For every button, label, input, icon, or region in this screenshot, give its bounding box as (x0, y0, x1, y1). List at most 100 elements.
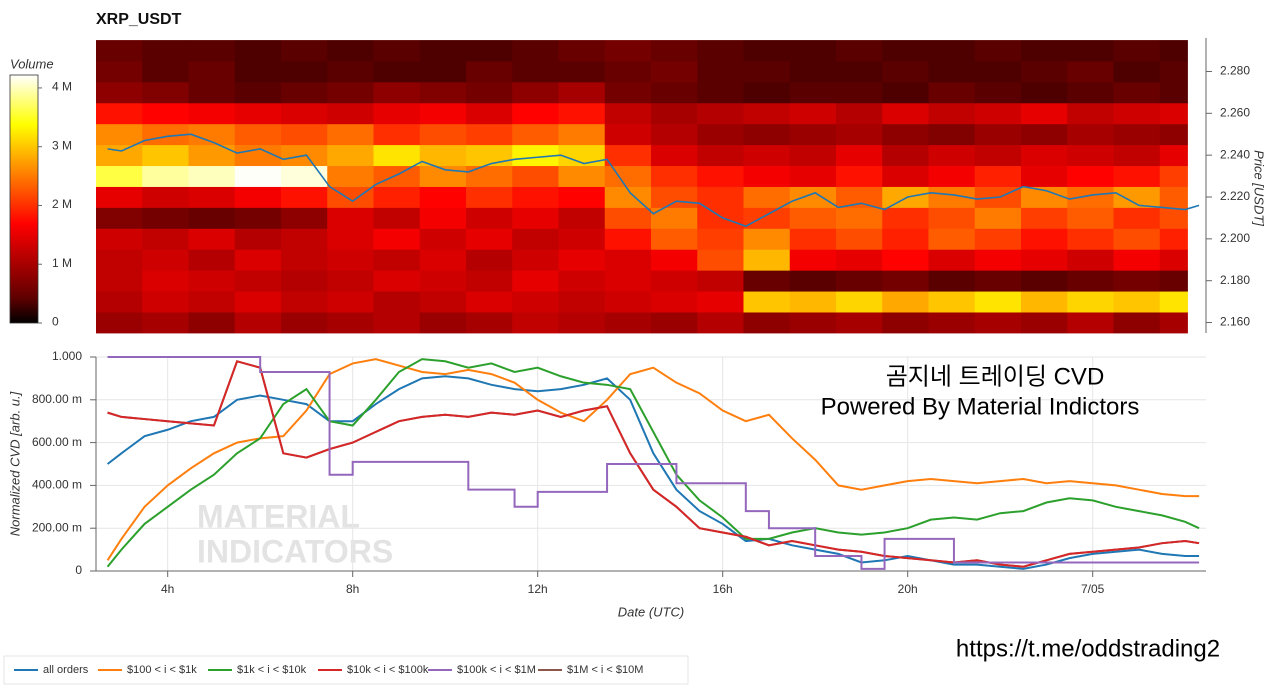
heatmap-cell (419, 228, 467, 250)
heatmap-cell (604, 123, 652, 146)
heatmap-cell (373, 40, 421, 62)
heatmap-cell (604, 312, 652, 334)
heatmap-cell (373, 291, 421, 313)
heatmap-cell (789, 81, 837, 104)
heatmap-cell (604, 228, 652, 250)
heatmap-cell (743, 61, 791, 83)
heatmap-cell (96, 165, 143, 187)
heatmap-cell (1021, 249, 1068, 271)
heatmap-cell (512, 291, 559, 313)
heatmap-cell (1067, 123, 1114, 146)
heatmap-cell (558, 102, 606, 125)
heatmap-cell (466, 61, 513, 83)
heatmap-cell (1113, 186, 1161, 208)
heatmap-cell (466, 165, 513, 187)
heatmap-cell (882, 61, 929, 83)
heatmap-cell (188, 61, 236, 83)
heatmap-cell (188, 291, 236, 313)
heatmap-cell (419, 40, 467, 62)
heatmap-cell (466, 207, 513, 229)
heatmap-cell (789, 228, 837, 250)
heatmap-cell (1159, 270, 1188, 292)
heatmap-cell (188, 270, 236, 292)
heatmap-cell (512, 102, 559, 125)
heatmap-cell (234, 81, 282, 104)
heatmap-cell (512, 270, 559, 292)
heatmap-cell (836, 291, 883, 313)
heatmap-cell (327, 81, 374, 104)
heatmap-cell (789, 312, 837, 334)
heatmap-cell (836, 61, 883, 83)
heatmap-cell (974, 312, 1022, 334)
heatmap-cell (373, 186, 421, 208)
series-line (106, 375, 1200, 570)
heatmap-cell (974, 123, 1022, 146)
heatmap-cell (1113, 144, 1161, 167)
heatmap-cell (188, 228, 236, 250)
heatmap-cell (419, 123, 467, 146)
heatmap-cell (466, 81, 513, 104)
heatmap-cell (466, 270, 513, 292)
heatmap-cell (373, 312, 421, 334)
heatmap-cell (743, 228, 791, 250)
legend-label: $1k < i < $10k (237, 664, 307, 676)
x-tick-label: 16h (713, 582, 733, 596)
y-tick-label: 2.180 (1220, 273, 1250, 287)
annotation: Powered By Material Indictors (821, 393, 1140, 420)
heatmap-cell (1113, 207, 1161, 229)
link-text: https://t.me/oddstrading2 (956, 635, 1220, 662)
heatmap-cell (512, 186, 559, 208)
heatmap-cell (743, 186, 791, 208)
heatmap-cell (1159, 81, 1188, 104)
heatmap-cell (743, 40, 791, 62)
heatmap-cell (373, 144, 421, 167)
heatmap-cell (142, 249, 189, 271)
chart-title: XRP_USDT (96, 11, 182, 28)
heatmap-cell (512, 81, 559, 104)
heatmap-cell (651, 61, 698, 83)
heatmap-cell (1159, 165, 1188, 187)
heatmap-cell (743, 165, 791, 187)
heatmap-cell (281, 165, 328, 187)
heatmap-cell (327, 144, 374, 167)
heatmap-cell (1021, 102, 1068, 125)
heatmap-cell (142, 81, 189, 104)
heatmap-cell (604, 270, 652, 292)
heatmap-cell (974, 40, 1022, 62)
legend-label: $100 < i < $1k (127, 664, 197, 676)
heatmap-cell (1021, 312, 1068, 334)
heatmap-cell (651, 144, 698, 167)
x-tick-label: 8h (346, 582, 359, 596)
heatmap-cell (142, 291, 189, 313)
heatmap-cell (188, 249, 236, 271)
heatmap-cell (512, 123, 559, 146)
heatmap-cell (281, 312, 328, 334)
heatmap-cell (558, 291, 606, 313)
heatmap-cell (188, 207, 236, 229)
heatmap-cell (1113, 249, 1161, 271)
colorbar-tick-label: 4 M (52, 80, 72, 94)
colorbar-tick-label: 0 (52, 315, 59, 329)
heatmap-cell (651, 312, 698, 334)
heatmap-cell (96, 207, 143, 229)
heatmap-cell (512, 249, 559, 271)
heatmap-cell (466, 40, 513, 62)
heatmap-cell (928, 312, 976, 334)
heatmap-cell (836, 123, 883, 146)
annotation: 곰지네 트레이딩 CVD (886, 363, 1105, 390)
heatmap-cell (1067, 249, 1114, 271)
heatmap-cell (512, 40, 559, 62)
heatmap-cell (96, 186, 143, 208)
heatmap-cell (974, 61, 1022, 83)
heatmap-cell (836, 186, 883, 208)
heatmap-cell (142, 61, 189, 83)
heatmap-cell (1159, 144, 1188, 167)
heatmap-cell (281, 270, 328, 292)
heatmap-cell (1113, 81, 1161, 104)
heatmap-cell (281, 186, 328, 208)
heatmap-cell (96, 123, 143, 146)
heatmap-cell (651, 270, 698, 292)
heatmap-cell (188, 102, 236, 125)
heatmap-cell (1113, 291, 1161, 313)
heatmap-cell (836, 144, 883, 167)
